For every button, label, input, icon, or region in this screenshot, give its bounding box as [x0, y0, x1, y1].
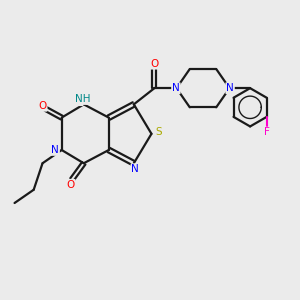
Text: H: H — [76, 96, 83, 105]
Text: O: O — [38, 101, 47, 111]
Text: N: N — [131, 164, 139, 174]
Text: N: N — [51, 145, 59, 155]
Text: NH: NH — [74, 94, 90, 104]
Text: F: F — [264, 128, 270, 137]
Text: N: N — [226, 83, 234, 93]
Text: S: S — [155, 127, 162, 137]
Text: N: N — [172, 83, 180, 93]
Text: O: O — [66, 180, 75, 190]
Text: O: O — [150, 59, 158, 69]
